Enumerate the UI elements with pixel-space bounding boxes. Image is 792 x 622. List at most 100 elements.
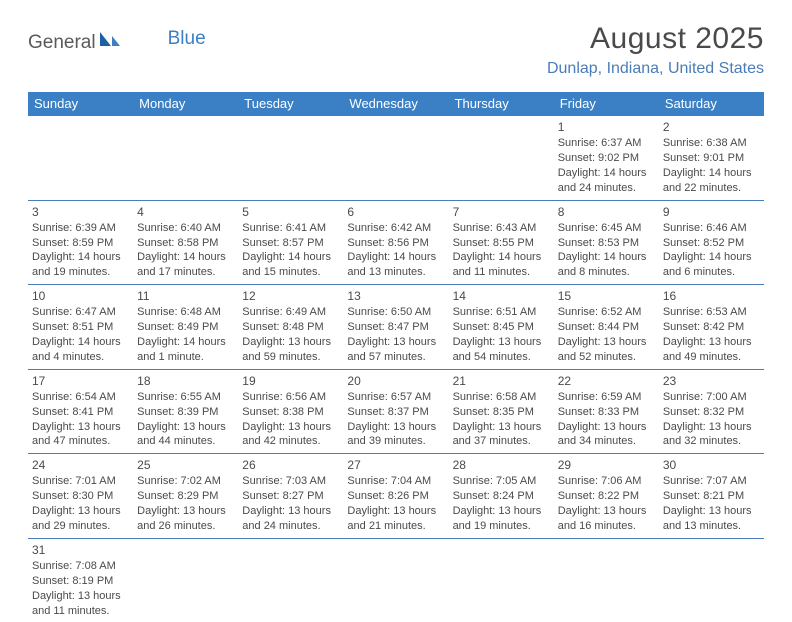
day-number: 28	[453, 457, 550, 473]
day-header-thursday: Thursday	[449, 92, 554, 116]
sunrise-text: Sunrise: 6:53 AM	[663, 305, 760, 320]
sunset-text: Sunset: 8:24 PM	[453, 489, 550, 504]
sunset-text: Sunset: 8:37 PM	[347, 405, 444, 420]
sunrise-text: Sunrise: 7:02 AM	[137, 474, 234, 489]
day-cell-16: 16Sunrise: 6:53 AMSunset: 8:42 PMDayligh…	[659, 285, 764, 370]
header: General Blue August 2025 Dunlap, Indiana…	[28, 22, 764, 78]
daylight-text: Daylight: 13 hours and 26 minutes.	[137, 504, 234, 534]
sunrise-text: Sunrise: 6:43 AM	[453, 221, 550, 236]
day-cell-20: 20Sunrise: 6:57 AMSunset: 8:37 PMDayligh…	[343, 369, 448, 454]
sunset-text: Sunset: 8:21 PM	[663, 489, 760, 504]
sunset-text: Sunset: 8:32 PM	[663, 405, 760, 420]
logo-text-general: General	[28, 32, 96, 54]
day-number: 4	[137, 204, 234, 220]
empty-cell	[238, 116, 343, 200]
day-number: 21	[453, 373, 550, 389]
daylight-text: Daylight: 13 hours and 42 minutes.	[242, 420, 339, 450]
daylight-text: Daylight: 14 hours and 17 minutes.	[137, 250, 234, 280]
day-number: 12	[242, 288, 339, 304]
sunrise-text: Sunrise: 6:46 AM	[663, 221, 760, 236]
sunrise-text: Sunrise: 6:58 AM	[453, 390, 550, 405]
sunset-text: Sunset: 8:39 PM	[137, 405, 234, 420]
day-header-monday: Monday	[133, 92, 238, 116]
day-header-row: SundayMondayTuesdayWednesdayThursdayFrid…	[28, 92, 764, 116]
calendar-body: 1Sunrise: 6:37 AMSunset: 9:02 PMDaylight…	[28, 116, 764, 622]
daylight-text: Daylight: 14 hours and 15 minutes.	[242, 250, 339, 280]
day-number: 6	[347, 204, 444, 220]
week-row: 31Sunrise: 7:08 AMSunset: 8:19 PMDayligh…	[28, 538, 764, 622]
daylight-text: Daylight: 13 hours and 29 minutes.	[32, 504, 129, 534]
sunset-text: Sunset: 8:56 PM	[347, 236, 444, 251]
day-cell-21: 21Sunrise: 6:58 AMSunset: 8:35 PMDayligh…	[449, 369, 554, 454]
sunrise-text: Sunrise: 7:04 AM	[347, 474, 444, 489]
day-cell-10: 10Sunrise: 6:47 AMSunset: 8:51 PMDayligh…	[28, 285, 133, 370]
daylight-text: Daylight: 14 hours and 4 minutes.	[32, 335, 129, 365]
day-header-sunday: Sunday	[28, 92, 133, 116]
sunset-text: Sunset: 8:47 PM	[347, 320, 444, 335]
sunrise-text: Sunrise: 6:54 AM	[32, 390, 129, 405]
daylight-text: Daylight: 13 hours and 49 minutes.	[663, 335, 760, 365]
sunrise-text: Sunrise: 7:00 AM	[663, 390, 760, 405]
sunrise-text: Sunrise: 6:52 AM	[558, 305, 655, 320]
sunrise-text: Sunrise: 7:08 AM	[32, 559, 129, 574]
sunset-text: Sunset: 8:38 PM	[242, 405, 339, 420]
week-row: 1Sunrise: 6:37 AMSunset: 9:02 PMDaylight…	[28, 116, 764, 200]
sunrise-text: Sunrise: 6:37 AM	[558, 136, 655, 151]
sunrise-text: Sunrise: 6:59 AM	[558, 390, 655, 405]
sunset-text: Sunset: 8:30 PM	[32, 489, 129, 504]
daylight-text: Daylight: 14 hours and 13 minutes.	[347, 250, 444, 280]
day-cell-12: 12Sunrise: 6:49 AMSunset: 8:48 PMDayligh…	[238, 285, 343, 370]
sunset-text: Sunset: 8:22 PM	[558, 489, 655, 504]
day-header-tuesday: Tuesday	[238, 92, 343, 116]
sunrise-text: Sunrise: 7:03 AM	[242, 474, 339, 489]
day-cell-26: 26Sunrise: 7:03 AMSunset: 8:27 PMDayligh…	[238, 454, 343, 539]
day-number: 11	[137, 288, 234, 304]
sunset-text: Sunset: 8:44 PM	[558, 320, 655, 335]
week-row: 24Sunrise: 7:01 AMSunset: 8:30 PMDayligh…	[28, 454, 764, 539]
day-cell-14: 14Sunrise: 6:51 AMSunset: 8:45 PMDayligh…	[449, 285, 554, 370]
empty-cell	[343, 116, 448, 200]
sunrise-text: Sunrise: 7:07 AM	[663, 474, 760, 489]
day-cell-15: 15Sunrise: 6:52 AMSunset: 8:44 PMDayligh…	[554, 285, 659, 370]
sunrise-text: Sunrise: 6:38 AM	[663, 136, 760, 151]
day-header-wednesday: Wednesday	[343, 92, 448, 116]
sunset-text: Sunset: 8:55 PM	[453, 236, 550, 251]
month-title: August 2025	[547, 22, 764, 56]
day-cell-7: 7Sunrise: 6:43 AMSunset: 8:55 PMDaylight…	[449, 200, 554, 285]
day-number: 16	[663, 288, 760, 304]
daylight-text: Daylight: 13 hours and 13 minutes.	[663, 504, 760, 534]
sunset-text: Sunset: 8:19 PM	[32, 574, 129, 589]
empty-cell	[133, 116, 238, 200]
sunrise-text: Sunrise: 6:57 AM	[347, 390, 444, 405]
day-cell-6: 6Sunrise: 6:42 AMSunset: 8:56 PMDaylight…	[343, 200, 448, 285]
sunrise-text: Sunrise: 6:51 AM	[453, 305, 550, 320]
logo-text-blue: Blue	[168, 28, 206, 50]
day-cell-1: 1Sunrise: 6:37 AMSunset: 9:02 PMDaylight…	[554, 116, 659, 200]
sunrise-text: Sunrise: 6:42 AM	[347, 221, 444, 236]
week-row: 3Sunrise: 6:39 AMSunset: 8:59 PMDaylight…	[28, 200, 764, 285]
empty-cell	[449, 116, 554, 200]
day-header-saturday: Saturday	[659, 92, 764, 116]
day-cell-2: 2Sunrise: 6:38 AMSunset: 9:01 PMDaylight…	[659, 116, 764, 200]
sunrise-text: Sunrise: 6:47 AM	[32, 305, 129, 320]
day-number: 27	[347, 457, 444, 473]
day-number: 17	[32, 373, 129, 389]
sunset-text: Sunset: 8:27 PM	[242, 489, 339, 504]
daylight-text: Daylight: 13 hours and 32 minutes.	[663, 420, 760, 450]
day-cell-19: 19Sunrise: 6:56 AMSunset: 8:38 PMDayligh…	[238, 369, 343, 454]
sunset-text: Sunset: 8:29 PM	[137, 489, 234, 504]
day-cell-5: 5Sunrise: 6:41 AMSunset: 8:57 PMDaylight…	[238, 200, 343, 285]
empty-cell	[28, 116, 133, 200]
daylight-text: Daylight: 13 hours and 21 minutes.	[347, 504, 444, 534]
sunset-text: Sunset: 8:42 PM	[663, 320, 760, 335]
daylight-text: Daylight: 13 hours and 39 minutes.	[347, 420, 444, 450]
day-cell-11: 11Sunrise: 6:48 AMSunset: 8:49 PMDayligh…	[133, 285, 238, 370]
sunset-text: Sunset: 8:45 PM	[453, 320, 550, 335]
sunrise-text: Sunrise: 6:56 AM	[242, 390, 339, 405]
daylight-text: Daylight: 13 hours and 57 minutes.	[347, 335, 444, 365]
daylight-text: Daylight: 14 hours and 24 minutes.	[558, 166, 655, 196]
day-cell-13: 13Sunrise: 6:50 AMSunset: 8:47 PMDayligh…	[343, 285, 448, 370]
day-cell-3: 3Sunrise: 6:39 AMSunset: 8:59 PMDaylight…	[28, 200, 133, 285]
daylight-text: Daylight: 13 hours and 24 minutes.	[242, 504, 339, 534]
day-cell-18: 18Sunrise: 6:55 AMSunset: 8:39 PMDayligh…	[133, 369, 238, 454]
